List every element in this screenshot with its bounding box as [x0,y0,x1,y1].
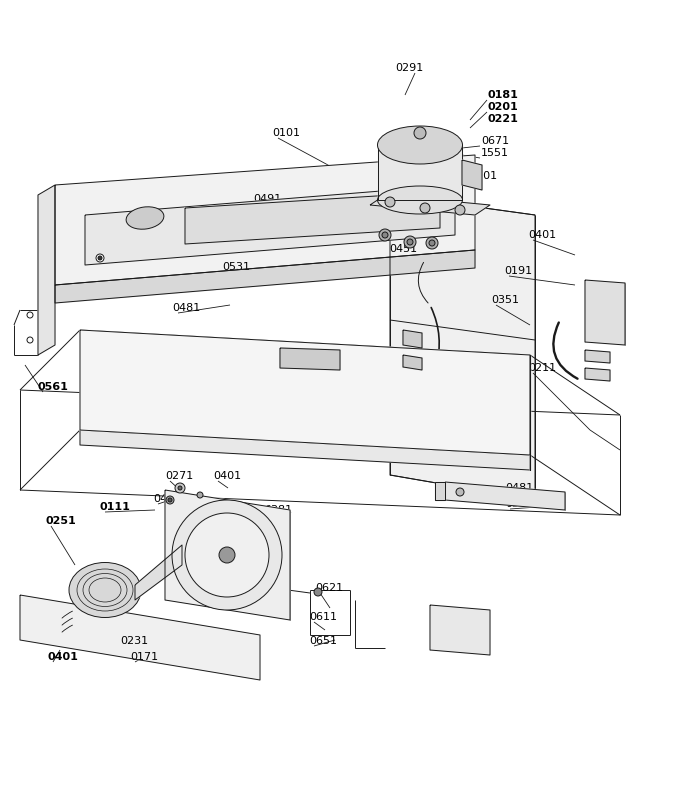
Circle shape [379,229,391,241]
Polygon shape [85,185,455,265]
Text: 0631: 0631 [449,622,477,632]
Polygon shape [80,430,530,470]
Circle shape [197,492,203,498]
Text: 0111: 0111 [100,502,131,512]
Text: 0381: 0381 [264,505,292,515]
Circle shape [404,236,416,248]
Text: 0171: 0171 [449,416,477,426]
Ellipse shape [69,563,141,618]
Text: 0231: 0231 [120,636,148,646]
Circle shape [382,232,388,238]
Polygon shape [378,145,462,200]
Polygon shape [55,250,475,303]
Text: 0131: 0131 [317,209,345,219]
Text: 0611: 0611 [309,612,337,622]
Text: 0401: 0401 [213,471,241,481]
Polygon shape [38,185,55,355]
Text: 0481: 0481 [172,303,200,313]
Polygon shape [20,595,260,680]
Text: 0671: 0671 [481,136,509,146]
Polygon shape [585,350,610,363]
Circle shape [27,312,33,318]
Text: 0561: 0561 [505,499,533,509]
Text: 0291: 0291 [395,63,423,73]
Text: 0621: 0621 [315,583,343,593]
Text: 0561: 0561 [38,382,69,392]
Text: 0451: 0451 [153,494,181,504]
Text: 0261: 0261 [110,353,138,363]
Circle shape [178,486,182,490]
Text: 0181: 0181 [488,90,519,100]
Circle shape [27,337,33,343]
Circle shape [175,483,185,493]
Circle shape [172,500,282,610]
Polygon shape [435,482,445,500]
Circle shape [385,197,395,207]
Circle shape [166,496,174,504]
Text: 0481: 0481 [505,483,533,493]
Polygon shape [390,195,535,500]
Circle shape [426,237,438,249]
Polygon shape [135,545,182,600]
Text: 0351: 0351 [491,295,519,305]
Circle shape [456,488,464,496]
Circle shape [455,205,465,215]
Polygon shape [370,195,490,215]
Polygon shape [403,355,422,370]
Circle shape [168,498,172,502]
Circle shape [429,240,435,246]
Circle shape [414,127,426,139]
Text: 0171: 0171 [130,652,158,662]
Text: 0401: 0401 [528,230,556,240]
Polygon shape [80,330,530,455]
Text: 0221: 0221 [488,114,519,124]
Polygon shape [280,348,340,370]
Polygon shape [430,605,490,655]
Polygon shape [55,155,475,285]
Text: 0701: 0701 [469,171,497,181]
Text: 0271: 0271 [165,471,193,481]
Circle shape [314,588,322,596]
Text: 0451: 0451 [389,244,417,254]
Text: 0531: 0531 [222,262,250,272]
Text: 0651: 0651 [309,636,337,646]
Polygon shape [585,368,610,381]
Text: 0491: 0491 [253,194,282,204]
Circle shape [98,256,102,260]
Circle shape [420,203,430,213]
Text: 0191: 0191 [504,266,532,276]
Polygon shape [445,482,565,510]
Polygon shape [462,160,482,190]
Circle shape [96,254,104,262]
Circle shape [407,239,413,245]
Polygon shape [403,330,422,348]
Polygon shape [185,192,440,244]
Polygon shape [165,490,290,620]
Text: 0211: 0211 [528,363,556,373]
Text: 0101: 0101 [272,128,300,138]
Ellipse shape [377,186,462,214]
Ellipse shape [126,206,164,229]
Text: 1551: 1551 [481,148,509,158]
Text: 0251: 0251 [46,516,77,526]
Circle shape [219,547,235,563]
Text: 0401: 0401 [48,652,79,662]
Polygon shape [585,280,625,345]
Ellipse shape [377,126,462,164]
Circle shape [185,513,269,597]
Text: 0201: 0201 [488,102,519,112]
